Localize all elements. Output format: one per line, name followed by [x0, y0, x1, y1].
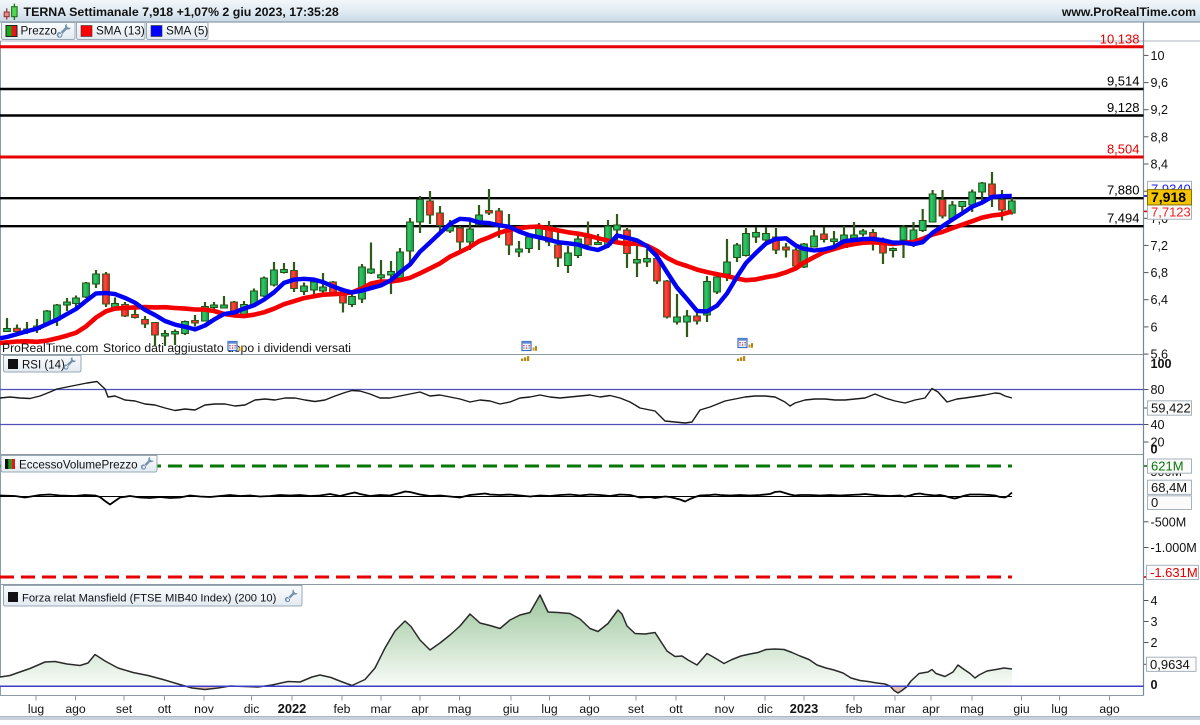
svg-text:7,494: 7,494	[1107, 211, 1140, 226]
svg-text:dic: dic	[244, 702, 260, 716]
svg-text:9,6: 9,6	[1151, 76, 1169, 90]
svg-text:apr: apr	[922, 702, 940, 716]
svg-text:dic: dic	[757, 702, 773, 716]
svg-text:-500M: -500M	[1151, 515, 1187, 529]
svg-text:0,9634: 0,9634	[1150, 657, 1190, 672]
svg-text:mag: mag	[960, 702, 984, 716]
svg-text:7,7123: 7,7123	[1151, 205, 1191, 220]
svg-text:RSI (14): RSI (14)	[22, 360, 65, 372]
svg-text:lug: lug	[1051, 702, 1067, 716]
svg-text:6,8: 6,8	[1151, 266, 1169, 280]
svg-text:40: 40	[1151, 418, 1165, 432]
svg-text:Prezzo: Prezzo	[21, 25, 58, 38]
svg-text:2023: 2023	[790, 701, 818, 716]
svg-text:TERNA Settimanale 7,918 +1,07%: TERNA Settimanale 7,918 +1,07% 2 giu 202…	[24, 5, 339, 19]
svg-text:8,4: 8,4	[1151, 158, 1169, 172]
svg-text:lug: lug	[541, 702, 557, 716]
svg-text:0: 0	[1151, 443, 1158, 457]
svg-text:nov: nov	[715, 702, 736, 716]
svg-text:SMA (13): SMA (13)	[96, 25, 145, 38]
svg-text:Forza relat Mansfield (FTSE MI: Forza relat Mansfield (FTSE MIB40 Index)…	[22, 593, 277, 605]
svg-text:feb: feb	[846, 702, 863, 716]
svg-text:2022: 2022	[278, 701, 306, 716]
svg-text:100: 100	[1151, 357, 1172, 371]
svg-text:7,2: 7,2	[1151, 239, 1169, 253]
svg-text:0: 0	[1151, 495, 1158, 510]
svg-text:ott: ott	[669, 702, 683, 716]
svg-text:ago: ago	[65, 702, 86, 716]
svg-text:7,918: 7,918	[1151, 189, 1186, 205]
svg-text:2: 2	[1151, 636, 1158, 650]
svg-text:9,128: 9,128	[1107, 100, 1140, 115]
svg-text:mar: mar	[885, 702, 906, 716]
svg-text:apr: apr	[411, 702, 429, 716]
svg-text:giu: giu	[1013, 702, 1029, 716]
svg-text:lug: lug	[28, 702, 44, 716]
svg-text:8,504: 8,504	[1107, 142, 1140, 157]
svg-text:9,2: 9,2	[1151, 103, 1169, 117]
svg-text:ProRealTime.com: ProRealTime.com	[2, 341, 98, 355]
svg-text:59,422: 59,422	[1151, 401, 1191, 416]
svg-text:ago: ago	[579, 702, 600, 716]
svg-text:ago: ago	[1099, 702, 1120, 716]
svg-text:6,4: 6,4	[1151, 293, 1169, 307]
svg-text:9,514: 9,514	[1107, 74, 1140, 89]
svg-text:6: 6	[1151, 320, 1158, 334]
svg-text:giu: giu	[503, 702, 519, 716]
svg-text:-1.000M: -1.000M	[1151, 541, 1197, 555]
svg-text:80: 80	[1151, 383, 1165, 397]
svg-text:8,8: 8,8	[1151, 130, 1169, 144]
svg-text:4: 4	[1151, 594, 1158, 608]
svg-text:10,138: 10,138	[1100, 31, 1140, 46]
svg-text:mar: mar	[371, 702, 392, 716]
svg-text:set: set	[116, 702, 133, 716]
svg-text:set: set	[628, 702, 645, 716]
svg-text:ott: ott	[158, 702, 172, 716]
svg-text:feb: feb	[334, 702, 351, 716]
svg-text:5,6: 5,6	[1151, 348, 1169, 362]
svg-text:mag: mag	[448, 702, 472, 716]
svg-text:621M: 621M	[1151, 459, 1184, 474]
svg-text:nov: nov	[194, 702, 215, 716]
svg-text:68,4M: 68,4M	[1151, 480, 1187, 495]
svg-text:7,880: 7,880	[1107, 183, 1140, 198]
svg-text:www.ProRealTime.com: www.ProRealTime.com	[1061, 5, 1196, 19]
svg-text:20: 20	[1151, 436, 1165, 450]
svg-text:-1.631M: -1.631M	[1150, 565, 1198, 580]
svg-text:3: 3	[1151, 615, 1158, 629]
svg-text:SMA (5): SMA (5)	[166, 25, 208, 38]
svg-text:Storico dati aggiustato dopo i: Storico dati aggiustato dopo i dividendi…	[103, 341, 351, 355]
svg-text:EccessoVolumePrezzo: EccessoVolumePrezzo	[19, 459, 138, 472]
svg-text:10: 10	[1151, 49, 1165, 63]
svg-text:0: 0	[1151, 678, 1158, 692]
